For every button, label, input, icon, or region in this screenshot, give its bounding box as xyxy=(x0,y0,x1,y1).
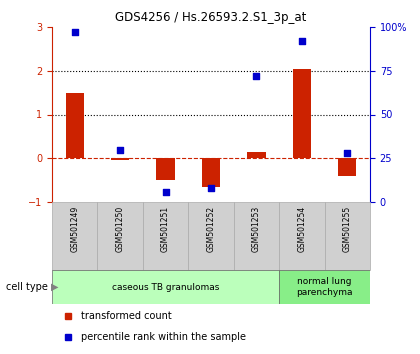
Bar xyxy=(111,158,129,160)
Text: percentile rank within the sample: percentile rank within the sample xyxy=(81,332,246,342)
Bar xyxy=(279,270,370,304)
Text: GSM501255: GSM501255 xyxy=(343,205,352,252)
Bar xyxy=(247,152,265,158)
Text: GSM501250: GSM501250 xyxy=(116,205,125,252)
Point xyxy=(162,189,169,194)
Bar xyxy=(66,93,84,158)
Text: GSM501249: GSM501249 xyxy=(70,205,79,252)
Bar xyxy=(293,69,311,158)
Text: cell type: cell type xyxy=(6,282,48,292)
Bar xyxy=(157,158,175,180)
Bar xyxy=(234,202,279,270)
Point xyxy=(207,185,214,191)
Text: GSM501253: GSM501253 xyxy=(252,205,261,252)
Text: GSM501251: GSM501251 xyxy=(161,205,170,252)
Bar xyxy=(325,202,370,270)
Bar xyxy=(143,202,188,270)
Point xyxy=(117,147,123,152)
Text: ▶: ▶ xyxy=(51,282,58,292)
Point xyxy=(253,73,260,79)
Point xyxy=(71,29,78,35)
Bar xyxy=(202,158,220,187)
Text: normal lung
parenchyma: normal lung parenchyma xyxy=(297,277,353,297)
Text: transformed count: transformed count xyxy=(81,311,171,321)
Bar xyxy=(188,202,234,270)
Bar xyxy=(52,270,279,304)
Bar xyxy=(52,202,97,270)
Title: GDS4256 / Hs.26593.2.S1_3p_at: GDS4256 / Hs.26593.2.S1_3p_at xyxy=(116,11,307,24)
Text: GSM501252: GSM501252 xyxy=(207,205,215,252)
Bar xyxy=(279,202,325,270)
Text: GSM501254: GSM501254 xyxy=(297,205,306,252)
Text: caseous TB granulomas: caseous TB granulomas xyxy=(112,282,219,291)
Bar xyxy=(338,158,357,176)
Bar xyxy=(97,202,143,270)
Point xyxy=(299,38,305,44)
Point xyxy=(344,150,351,156)
